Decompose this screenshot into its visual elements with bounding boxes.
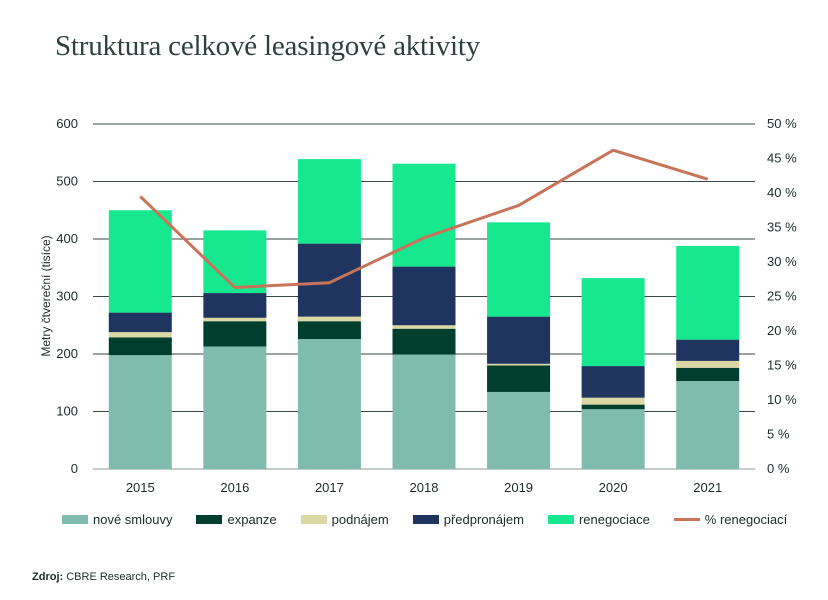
y-tick-label: 600 — [56, 116, 78, 131]
bar-segment — [108, 337, 172, 356]
bar-segment — [203, 317, 267, 322]
bar-segment — [676, 339, 740, 361]
bar-segment — [203, 346, 267, 469]
y2-tick-label: 40 % — [767, 185, 797, 200]
y-axis-label: Metry čtvereční (tisíce) — [39, 235, 53, 356]
y2-tick-label: 45 % — [767, 151, 797, 166]
bar-stack-2017 — [297, 159, 361, 469]
legend-item: podnájem — [300, 512, 389, 527]
bar-segment — [487, 365, 551, 392]
bar-segment — [487, 363, 551, 366]
legend-swatch — [547, 515, 574, 524]
bar-stack-2015 — [108, 210, 172, 469]
bar-segment — [487, 316, 551, 364]
bar-stack-2016 — [203, 230, 267, 469]
y2-tick-label: 15 % — [767, 358, 797, 373]
bar-segment — [297, 339, 361, 469]
x-tick-label: 2016 — [220, 480, 249, 495]
bar-segment — [108, 210, 172, 313]
bar-segment — [487, 391, 551, 469]
x-tick-label: 2017 — [315, 480, 344, 495]
x-tick-label: 2019 — [504, 480, 533, 495]
legend-item: předpronájem — [412, 512, 524, 527]
legend-swatch — [412, 515, 439, 524]
bar-segment — [108, 355, 172, 469]
y2-tick-label: 25 % — [767, 289, 797, 304]
bar-segment — [487, 222, 551, 317]
source-label: Zdroj: — [32, 571, 64, 583]
x-tick-label: 2021 — [693, 480, 722, 495]
bar-segment — [203, 321, 267, 347]
chart-legend: nové smlouvy expanze podnájem předpronájem r… — [62, 512, 811, 527]
bar-segment — [392, 163, 456, 267]
bar-segment — [676, 367, 740, 382]
legend-label: expanze — [227, 512, 277, 527]
right-axis-ticks: 0 % 5 % 10 % 15 % 20 % 25 % 30 % 35 % 40 % 45 % 50… — [767, 116, 797, 476]
legend-swatch — [62, 515, 88, 524]
stacked-bar-chart: 0 100 200 300 400 500 600 0 % 5 % 10 % 15 % 20 % 25… — [39, 116, 797, 495]
bar-segment — [297, 243, 361, 317]
bar-segment — [203, 293, 267, 318]
y2-tick-label: 30 % — [767, 254, 797, 269]
legend-line-swatch — [673, 518, 700, 521]
y2-tick-label: 10 % — [767, 392, 797, 407]
bar-segment — [581, 409, 645, 469]
legend-item: expanze — [196, 512, 277, 527]
legend-item: renegociace — [547, 512, 650, 527]
bar-segment — [108, 332, 172, 338]
bar-segment — [108, 312, 172, 333]
bar-segment — [581, 404, 645, 410]
bar-segment — [392, 354, 456, 469]
legend-label: % renegociací — [704, 512, 788, 527]
bar-segment — [581, 366, 645, 398]
bar-segment — [392, 266, 456, 326]
x-axis-ticks: 2015 2016 2017 2018 2019 2020 2021 — [126, 480, 722, 495]
x-tick-label: 2018 — [410, 480, 439, 495]
bar-segment — [297, 316, 361, 322]
y-tick-label: 0 — [71, 461, 78, 476]
source-text: CBRE Research, PRF — [66, 571, 176, 583]
legend-item: % renegociací — [673, 512, 788, 527]
bar-segment — [676, 360, 740, 368]
bar-stack-2021 — [676, 245, 740, 469]
source-note: Zdroj: CBRE Research, PRF — [32, 571, 175, 583]
legend-label: nové smlouvy — [93, 512, 173, 527]
bar-segment — [392, 328, 456, 355]
y2-tick-label: 35 % — [767, 220, 797, 235]
legend-label: předpronájem — [443, 512, 524, 527]
legend-label: renegociace — [578, 512, 650, 527]
bar-stack-2018 — [392, 163, 456, 469]
bar-segment — [203, 230, 267, 294]
x-tick-label: 2020 — [599, 480, 628, 495]
bar-segment — [581, 278, 645, 367]
bar-stack-2019 — [487, 222, 551, 469]
y-tick-label: 300 — [56, 289, 78, 304]
bar-segment — [297, 159, 361, 244]
legend-swatch — [196, 515, 223, 524]
y2-tick-label: 20 % — [767, 323, 797, 338]
y-tick-label: 500 — [56, 174, 78, 189]
x-tick-label: 2015 — [126, 480, 155, 495]
bar-segment — [676, 381, 740, 469]
left-axis-ticks: 0 100 200 300 400 500 600 — [56, 116, 78, 476]
bar-segment — [676, 245, 740, 340]
bar-stack-2020 — [581, 278, 645, 469]
y-tick-label: 100 — [56, 404, 78, 419]
y2-tick-label: 5 % — [767, 427, 790, 442]
legend-item: nové smlouvy — [62, 512, 172, 527]
legend-swatch — [300, 515, 327, 524]
renegotiation-line — [139, 148, 709, 290]
y-tick-label: 200 — [56, 346, 78, 361]
bar-segment — [297, 321, 361, 340]
legend-label: podnájem — [331, 512, 389, 527]
y-tick-label: 400 — [56, 231, 78, 246]
y2-tick-label: 50 % — [767, 116, 797, 131]
bar-segment — [581, 397, 645, 405]
bar-segment — [392, 325, 456, 329]
y2-tick-label: 0 % — [767, 461, 790, 476]
bar-stacks — [108, 159, 740, 469]
chart-title: Struktura celkové leasingové aktivity — [55, 30, 481, 62]
